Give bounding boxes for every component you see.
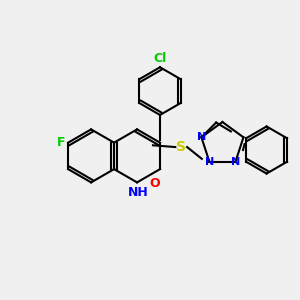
Text: N: N <box>231 157 240 167</box>
Text: S: S <box>176 140 186 154</box>
Text: O: O <box>149 177 160 190</box>
Text: F: F <box>57 136 65 149</box>
Text: Cl: Cl <box>153 52 167 65</box>
Text: N: N <box>205 157 214 167</box>
Text: N: N <box>197 132 206 142</box>
Text: NH: NH <box>128 186 149 199</box>
